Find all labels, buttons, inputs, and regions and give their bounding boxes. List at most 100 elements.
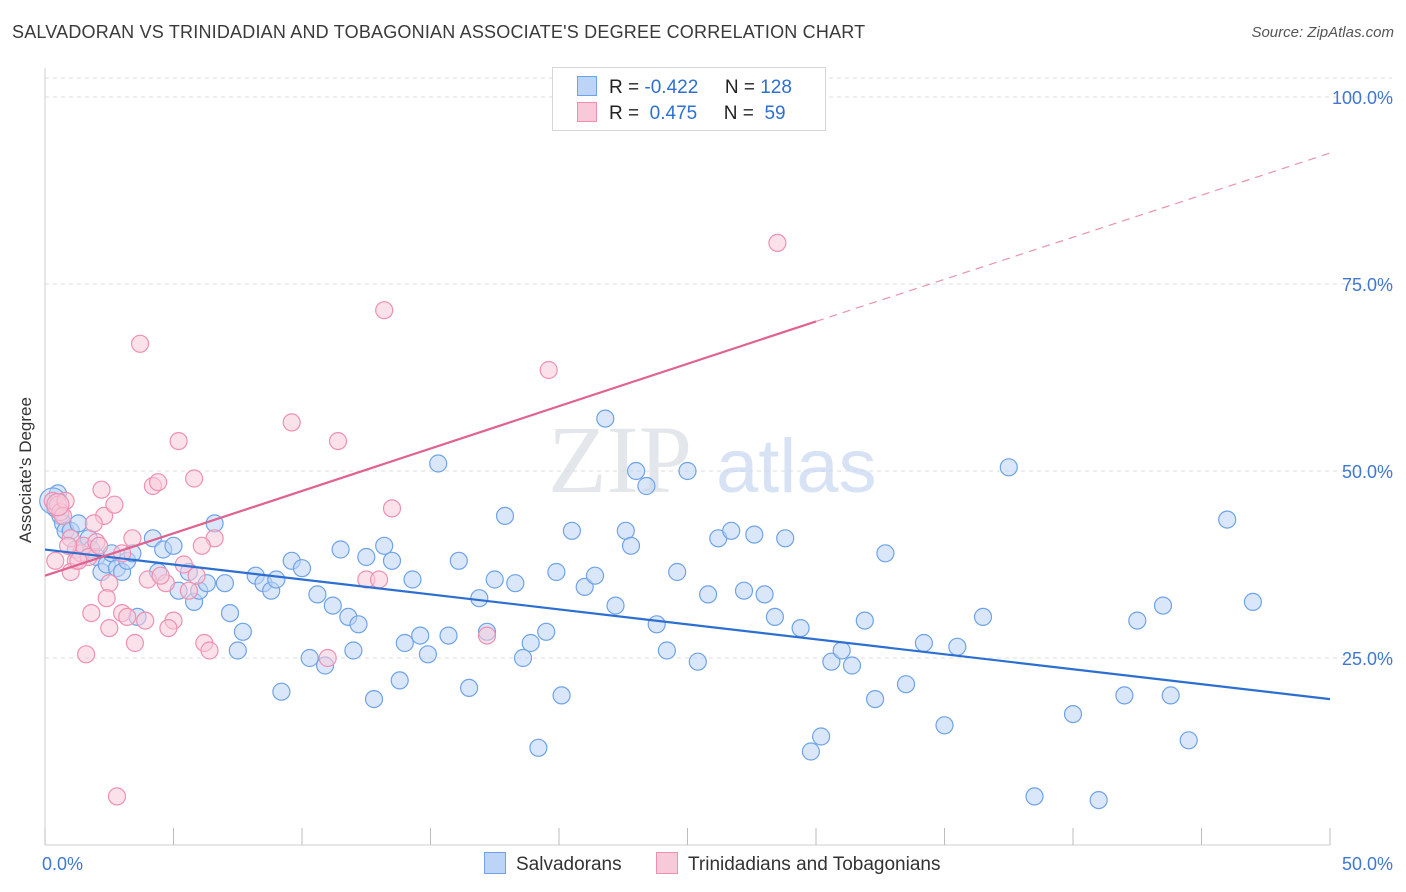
- x-tick-label-max: 50.0%: [1342, 854, 1393, 874]
- point-salvadorans: [1179, 731, 1198, 750]
- point-salvadorans: [745, 525, 764, 544]
- point-trinidadians: [768, 233, 787, 252]
- x-tick-label-min: 0.0%: [42, 854, 83, 874]
- point-salvadorans: [855, 611, 874, 630]
- point-salvadorans: [842, 656, 862, 675]
- point-salvadorans: [734, 581, 754, 600]
- legend-row-salvadorans: R = -0.422 N = 128: [577, 76, 792, 100]
- point-trinidadians: [187, 566, 206, 585]
- point-salvadorans: [1153, 596, 1173, 615]
- point-salvadorans: [575, 577, 594, 597]
- point-salvadorans: [865, 689, 885, 709]
- point-salvadorans: [698, 585, 718, 604]
- point-salvadorans: [621, 536, 641, 555]
- series-name: Trinidadians and Tobagonians: [688, 854, 941, 875]
- point-trinidadians: [97, 589, 116, 608]
- y-tick-label: 25.0%: [1342, 649, 1393, 669]
- y-tick-label: 100.0%: [1332, 88, 1393, 108]
- point-salvadorans: [69, 514, 88, 533]
- point-trinidadians: [118, 607, 137, 627]
- watermark-atlas: atlas: [716, 424, 877, 509]
- point-salvadorans: [331, 540, 350, 559]
- point-salvadorans: [323, 596, 342, 615]
- point-trinidadians: [89, 536, 109, 555]
- tick-labels: 25.0% 50.0% 75.0% 100.0% 0.0% 50.0%: [42, 88, 1393, 874]
- point-trinidadians: [131, 334, 150, 353]
- legend-swatch-pink: [577, 102, 597, 122]
- legend-swatch-blue: [577, 76, 597, 96]
- legend-n-value: 59: [759, 103, 786, 124]
- point-trinidadians: [151, 566, 170, 585]
- point-trinidadians: [477, 626, 497, 645]
- y-axis-label-text: Associate's Degree: [16, 397, 35, 543]
- point-trinidadians: [100, 618, 119, 638]
- point-salvadorans: [668, 562, 687, 582]
- point-salvadorans: [403, 570, 422, 589]
- point-salvadorans: [811, 727, 831, 746]
- point-trinidadians: [200, 641, 219, 660]
- point-salvadorans: [832, 641, 851, 660]
- point-trinidadians: [136, 611, 155, 630]
- point-salvadorans: [637, 476, 656, 496]
- point-salvadorans: [390, 671, 409, 690]
- point-salvadorans: [755, 585, 774, 604]
- y-tick-label: 75.0%: [1342, 275, 1393, 295]
- watermark-zip: ZIP: [548, 406, 692, 513]
- point-salvadorans: [657, 641, 677, 660]
- point-salvadorans: [364, 689, 384, 709]
- point-salvadorans: [606, 596, 625, 615]
- point-trinidadians: [159, 618, 178, 638]
- point-salvadorans: [999, 458, 1018, 477]
- point-salvadorans: [382, 551, 402, 570]
- point-salvadorans: [267, 570, 286, 589]
- point-salvadorans: [1128, 611, 1147, 630]
- point-salvadorans: [529, 738, 548, 757]
- trend-line-trinidadians-extension: [815, 152, 1331, 322]
- point-trinidadians: [328, 432, 348, 451]
- grid-lines: [45, 77, 1392, 659]
- point-salvadorans: [626, 461, 646, 481]
- watermark: ZIP atlas: [548, 406, 877, 513]
- point-salvadorans: [537, 622, 556, 641]
- point-salvadorans: [647, 615, 666, 634]
- series-trinidadians-points: [43, 233, 787, 806]
- legend-r-label: R =: [609, 77, 640, 98]
- series-legend: Salvadorans Trinidadians and Tobagonians: [0, 852, 1406, 878]
- point-salvadorans: [228, 641, 247, 660]
- point-salvadorans: [1218, 510, 1237, 529]
- point-salvadorans: [439, 626, 458, 645]
- series-legend-trinidadians[interactable]: Trinidadians and Tobagonians: [656, 852, 940, 876]
- point-salvadorans: [1115, 686, 1134, 705]
- point-salvadorans: [449, 551, 468, 570]
- trend-line-salvadorans: [44, 548, 1331, 701]
- point-salvadorans: [233, 622, 252, 641]
- chart-source: Source: ZipAtlas.com: [1251, 24, 1394, 41]
- point-salvadorans: [791, 618, 810, 638]
- point-salvadorans: [562, 521, 582, 540]
- point-trinidadians: [149, 473, 168, 492]
- legend-row-trinidadians: R = 0.475 N = 59: [577, 102, 786, 126]
- point-salvadorans: [973, 607, 993, 627]
- point-salvadorans: [876, 544, 895, 563]
- series-legend-salvadorans[interactable]: Salvadorans: [484, 852, 622, 876]
- point-salvadorans: [357, 547, 376, 567]
- point-trinidadians: [58, 536, 78, 555]
- point-trinidadians: [192, 536, 211, 555]
- point-salvadorans: [1025, 787, 1044, 806]
- point-salvadorans: [349, 615, 368, 634]
- point-salvadorans: [585, 566, 605, 585]
- point-trinidadians-cluster: [46, 493, 70, 517]
- axes: [44, 68, 1331, 846]
- point-trinidadians: [370, 570, 389, 589]
- point-salvadorans: [678, 461, 697, 481]
- point-salvadorans: [547, 562, 566, 582]
- point-trinidadians: [46, 551, 65, 570]
- point-salvadorans: [470, 589, 489, 608]
- point-salvadorans: [914, 633, 934, 653]
- legend-n-label: N =: [723, 103, 754, 124]
- point-salvadorans: [308, 585, 327, 604]
- point-trinidadians: [84, 514, 103, 533]
- point-salvadorans: [395, 633, 414, 653]
- point-trinidadians: [92, 480, 111, 499]
